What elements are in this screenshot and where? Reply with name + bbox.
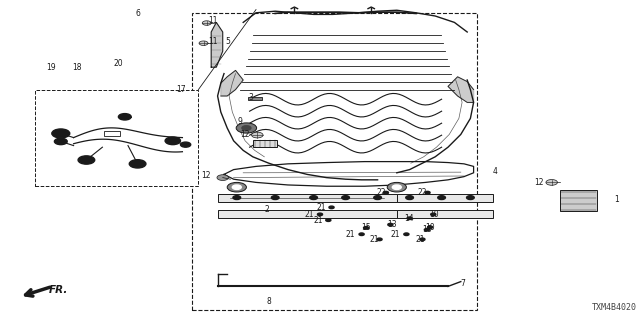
Circle shape [407,217,412,220]
Circle shape [165,137,180,145]
Circle shape [359,233,364,236]
Text: 21: 21 [314,216,323,225]
Circle shape [252,132,263,138]
Circle shape [118,114,131,120]
Bar [397,210,493,218]
Text: 21: 21 [390,230,400,239]
Text: 7: 7 [461,279,466,288]
Circle shape [428,226,433,228]
Text: 12: 12 [534,178,544,187]
Text: 14: 14 [404,214,414,223]
Text: 2: 2 [264,205,269,214]
Circle shape [329,206,334,209]
Text: 9: 9 [237,117,242,126]
Text: 18: 18 [72,63,82,72]
Text: 20: 20 [114,60,124,68]
Text: 19: 19 [47,63,56,72]
Text: 22: 22 [376,188,385,197]
Text: 11: 11 [208,37,218,46]
Circle shape [420,238,425,241]
Circle shape [129,160,146,168]
Circle shape [438,196,445,200]
Circle shape [388,223,393,226]
Circle shape [377,238,382,241]
Circle shape [217,175,228,180]
Circle shape [199,41,208,45]
Text: 3: 3 [248,93,253,102]
Polygon shape [211,22,223,67]
Circle shape [236,123,257,133]
Circle shape [233,196,241,200]
Text: 1: 1 [614,196,619,204]
Text: 22: 22 [418,188,427,197]
Circle shape [392,185,401,189]
Circle shape [180,142,191,147]
Circle shape [342,196,349,200]
Text: 8: 8 [266,297,271,306]
Text: TXM4B4020: TXM4B4020 [592,303,637,312]
Text: 10: 10 [426,223,435,232]
Text: 21: 21 [317,203,326,212]
Text: FR.: FR. [49,285,68,295]
Bar [35,90,198,186]
Circle shape [271,196,279,200]
Circle shape [54,138,67,145]
Circle shape [310,196,317,200]
Text: 12: 12 [202,172,211,180]
Circle shape [425,191,430,194]
Text: 21: 21 [346,230,355,239]
Circle shape [387,182,406,192]
Text: 4: 4 [493,167,498,176]
Circle shape [227,182,246,192]
Bar [218,210,397,218]
Text: 15: 15 [362,223,371,232]
Bar [253,140,277,147]
Text: 17: 17 [176,85,186,94]
Bar [192,13,477,310]
Circle shape [467,196,474,200]
Text: 21: 21 [304,210,314,219]
Circle shape [546,180,557,185]
Bar [560,190,597,211]
Circle shape [374,196,381,200]
Circle shape [202,21,211,25]
Text: 21: 21 [369,235,379,244]
Circle shape [424,228,429,231]
Circle shape [317,213,323,216]
Polygon shape [448,77,474,102]
Text: 13: 13 [387,220,397,229]
Circle shape [52,129,70,138]
Circle shape [326,219,331,221]
Circle shape [406,196,413,200]
Polygon shape [221,70,243,96]
Circle shape [242,126,251,130]
Bar [218,194,397,202]
Circle shape [232,185,241,189]
Text: 6: 6 [135,9,140,18]
Circle shape [383,191,388,194]
Text: 16: 16 [422,225,432,234]
Circle shape [364,227,369,229]
Bar [104,131,120,136]
Text: 12: 12 [240,130,250,139]
Text: 21: 21 [416,235,426,244]
Bar [248,97,262,100]
Bar [397,194,493,202]
Text: 5: 5 [225,37,230,46]
Text: 10: 10 [429,210,438,219]
Circle shape [404,233,409,236]
Circle shape [78,156,95,164]
Circle shape [431,213,436,216]
Text: 11: 11 [208,16,218,25]
